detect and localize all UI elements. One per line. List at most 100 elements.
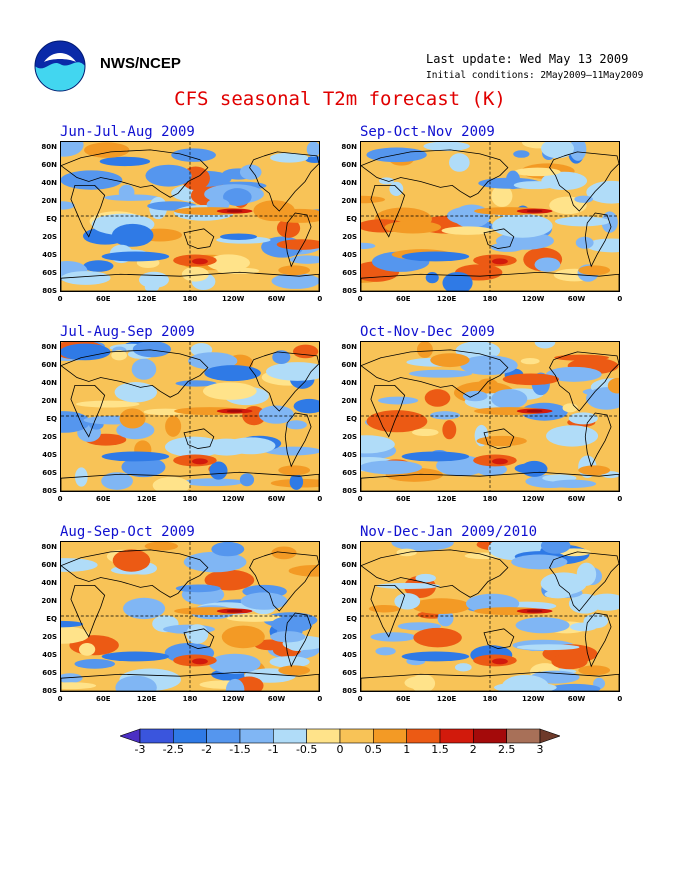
noaa-logo-icon [34, 40, 86, 92]
lat-tick-label: 20S [342, 633, 357, 641]
lat-tick-label: EQ [46, 415, 57, 423]
colorbar-tick-label: 2.5 [497, 743, 516, 756]
colorbar-segment [306, 728, 341, 744]
lat-tick-label: EQ [46, 615, 57, 623]
colorbar-segment [173, 728, 207, 744]
forecast-map [360, 541, 620, 692]
lat-tick-label: 60S [42, 469, 57, 477]
lon-tick-label: 120E [136, 695, 157, 703]
lat-tick-label: 60S [42, 669, 57, 677]
colorbar-tick-label: -1 [267, 743, 279, 756]
initial-conditions-text: Initial conditions: 2May2009–11May2009 [426, 70, 644, 81]
lat-tick-label: 80S [42, 687, 57, 695]
lon-tick-label: 0 [317, 695, 323, 703]
colorbar-tick-label: -1.5 [229, 743, 251, 756]
colorbar-segment [139, 728, 174, 744]
colorbar-tick-label: 2 [469, 743, 477, 756]
lat-tick-label: 20N [41, 597, 57, 605]
lon-tick-label: 120E [136, 295, 157, 303]
colorbar-segment [406, 728, 441, 744]
lat-tick-label: 80N [41, 143, 57, 151]
page-title: CFS seasonal T2m forecast (K) [174, 88, 506, 110]
lat-tick-label: 20S [342, 233, 357, 241]
colorbar-segment [473, 728, 507, 744]
colorbar-tick-label: -2 [201, 743, 213, 756]
lon-tick-label: 0 [317, 495, 323, 503]
lon-tick-label: 0 [357, 695, 363, 703]
lon-tick-label: 60E [396, 695, 411, 703]
lat-tick-label: 40N [41, 579, 57, 587]
panel-title: Nov-Dec-Jan 2009/2010 [360, 524, 538, 540]
lat-tick-label: EQ [346, 415, 357, 423]
lon-tick-label: 0 [57, 695, 63, 703]
colorbar-tick-label: 0.5 [364, 743, 383, 756]
forecast-map [60, 541, 320, 692]
lon-tick-label: 0 [57, 495, 63, 503]
lon-tick-label: 60E [396, 495, 411, 503]
forecast-map [60, 341, 320, 492]
colorbar-tick-label: 1 [403, 743, 411, 756]
lat-tick-label: EQ [46, 215, 57, 223]
lat-tick-label: 60S [42, 269, 57, 277]
colorbar-tick-label: 0 [336, 743, 344, 756]
lat-tick-label: 60N [341, 361, 357, 369]
colorbar-tick-label: 1.5 [431, 743, 449, 756]
panel-title: Sep-Oct-Nov 2009 [360, 124, 495, 140]
colorbar-segment [273, 728, 307, 744]
lon-tick-label: 60W [267, 495, 286, 503]
lon-tick-label: 120E [436, 495, 457, 503]
colorbar-tick-label: -0.5 [295, 743, 318, 756]
lat-tick-label: 20N [341, 397, 357, 405]
lon-tick-label: 120W [222, 295, 245, 303]
colorbar-segment [373, 728, 407, 744]
forecast-map [360, 341, 620, 492]
lon-tick-label: 180 [182, 695, 198, 703]
lat-tick-label: 80N [41, 343, 57, 351]
lat-tick-label: EQ [346, 215, 357, 223]
forecast-map [360, 141, 620, 292]
lon-tick-label: 180 [482, 495, 498, 503]
lat-tick-label: 40S [42, 251, 57, 259]
lat-tick-label: 20S [42, 633, 57, 641]
lat-tick-label: 40N [41, 379, 57, 387]
lon-tick-label: 180 [482, 695, 498, 703]
lat-tick-label: 60S [342, 269, 357, 277]
lat-tick-label: 20N [41, 197, 57, 205]
lon-tick-label: 60E [396, 295, 411, 303]
lat-tick-label: 20N [341, 197, 357, 205]
lon-tick-label: 120E [436, 295, 457, 303]
lon-tick-label: 60E [96, 695, 111, 703]
org-label: NWS/NCEP [100, 55, 181, 72]
lon-tick-label: 120W [522, 295, 545, 303]
lat-tick-label: 60N [341, 161, 357, 169]
lat-tick-label: 60S [342, 669, 357, 677]
lat-tick-label: 80S [42, 487, 57, 495]
lat-tick-label: 20N [41, 397, 57, 405]
lat-tick-label: 40S [342, 251, 357, 259]
panel-title: Jun-Jul-Aug 2009 [60, 124, 195, 140]
lat-tick-label: 60N [41, 561, 57, 569]
lon-tick-label: 0 [357, 295, 363, 303]
panel-title: Aug-Sep-Oct 2009 [60, 524, 195, 540]
lat-tick-label: 60N [341, 561, 357, 569]
colorbar-segment [339, 728, 374, 744]
lat-tick-label: 40N [341, 179, 357, 187]
colorbar-min-arrow [120, 728, 141, 744]
lat-tick-label: 80S [342, 487, 357, 495]
lat-tick-label: 80S [42, 287, 57, 295]
colorbar-tick-label: -2.5 [162, 743, 185, 756]
lat-tick-label: 20N [341, 597, 357, 605]
lon-tick-label: 60E [96, 295, 111, 303]
lon-tick-label: 60W [567, 295, 586, 303]
panel-title: Jul-Aug-Sep 2009 [60, 324, 195, 340]
lon-tick-label: 60W [267, 295, 286, 303]
lat-tick-label: 20S [342, 433, 357, 441]
lon-tick-label: 0 [317, 295, 323, 303]
panel-title: Oct-Nov-Dec 2009 [360, 324, 495, 340]
lon-tick-label: 180 [182, 295, 198, 303]
last-update-text: Last update: Wed May 13 2009 [426, 52, 629, 66]
lat-tick-label: 20S [42, 233, 57, 241]
colorbar-max-arrow [539, 728, 560, 744]
lat-tick-label: 40S [342, 451, 357, 459]
lat-tick-label: 80N [341, 143, 357, 151]
